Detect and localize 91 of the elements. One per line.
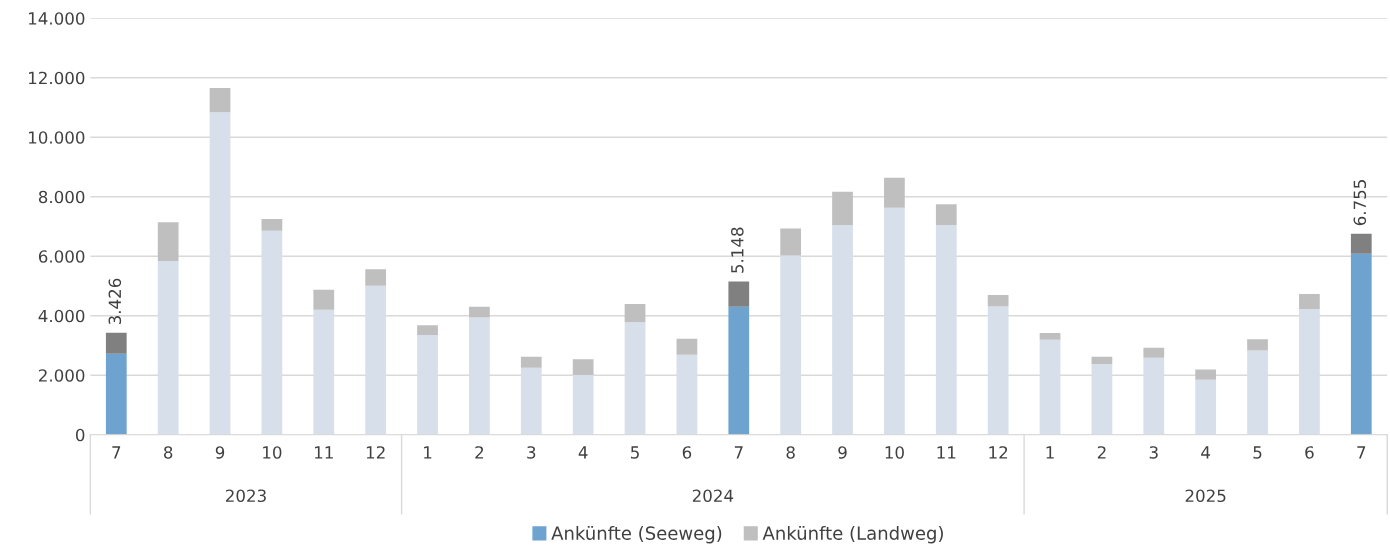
bar	[624, 304, 646, 323]
x-tick-label: 4	[578, 446, 588, 459]
x-tick-label: 10	[885, 446, 904, 459]
text: 2023	[225, 489, 266, 503]
bar	[469, 317, 490, 435]
total-label: 3.426	[108, 278, 122, 325]
y-tick-label: 2.000	[39, 369, 85, 382]
bar	[780, 228, 802, 256]
text: 2024	[692, 489, 734, 503]
x-tick-label: 8	[163, 446, 173, 459]
x-tick-label: 12	[989, 446, 1008, 459]
x-tick-label: 9	[838, 446, 847, 459]
x-tick-label: 6	[1305, 446, 1314, 459]
bar	[935, 224, 957, 435]
bar	[313, 309, 335, 435]
bar	[1039, 332, 1061, 340]
y-tick-label: 4.000	[38, 309, 85, 323]
bar	[1143, 347, 1165, 358]
bar	[520, 356, 542, 368]
y-tick-label: 0	[75, 428, 85, 442]
bar	[728, 306, 750, 435]
bar	[1091, 356, 1113, 364]
y-tick-label: 10.000	[29, 131, 85, 144]
bar	[261, 230, 283, 435]
bar	[417, 335, 438, 435]
bar	[884, 207, 905, 435]
total-label: 5.148	[731, 227, 744, 273]
bar	[209, 88, 231, 113]
y-tick-label: 6.000	[38, 250, 85, 263]
text: 2025	[1185, 489, 1226, 503]
bar	[1299, 294, 1320, 309]
x-tick-label: 1	[1046, 446, 1054, 459]
y-tick-label: 8.000	[38, 190, 85, 204]
bar	[157, 260, 179, 435]
bar	[417, 325, 438, 336]
x-tick-label: 2	[1097, 446, 1106, 459]
bar	[209, 112, 231, 435]
bar	[1350, 233, 1372, 254]
x-tick-label: 11	[937, 446, 956, 459]
bar	[935, 204, 957, 225]
bar	[1350, 253, 1372, 435]
bar	[832, 224, 853, 435]
legend-label: Ankünfte (Seeweg)	[551, 525, 722, 544]
bar	[365, 285, 387, 435]
bar	[987, 294, 1009, 307]
bar	[1299, 308, 1320, 435]
x-tick-label: 7	[1357, 446, 1366, 459]
x-tick-label: 6	[682, 446, 692, 459]
x-tick-label: 4	[1201, 446, 1211, 459]
x-tick-label: 1	[424, 446, 432, 459]
x-tick-label: 8	[786, 446, 795, 459]
bar	[676, 354, 698, 435]
x-tick-label: 9	[215, 446, 225, 459]
x-tick-label: 3	[1149, 446, 1158, 459]
bar	[1195, 369, 1217, 380]
x-tick-label: 11	[315, 446, 333, 459]
bar	[313, 289, 335, 310]
bar	[780, 255, 802, 435]
x-tick-label: 5	[1253, 446, 1262, 459]
bar	[572, 374, 594, 435]
total-label: 6.755	[1353, 180, 1367, 226]
bar	[1247, 350, 1268, 435]
bar	[1195, 379, 1217, 435]
bar	[1143, 357, 1165, 435]
bar	[520, 367, 542, 435]
bar	[1039, 339, 1061, 435]
x-tick-label: 5	[631, 446, 639, 459]
legend-label: Ankünfte (Landweg)	[762, 525, 943, 544]
y-tick-label: 12.000	[29, 71, 85, 85]
bar	[1091, 363, 1113, 435]
x-tick-label: 7	[112, 446, 121, 459]
bar	[676, 338, 698, 355]
bar	[728, 281, 750, 307]
bar	[469, 306, 490, 318]
bar	[832, 191, 853, 225]
bar	[365, 269, 387, 286]
bar	[624, 322, 646, 435]
bar	[572, 359, 594, 375]
bar	[987, 306, 1009, 435]
bar	[105, 332, 127, 354]
x-tick-label: 12	[366, 446, 385, 459]
x-tick-label: 7	[734, 446, 743, 459]
bar	[1247, 339, 1268, 351]
x-tick-label: 10	[263, 446, 282, 459]
bar	[261, 219, 283, 231]
bar	[157, 222, 179, 261]
bar	[884, 177, 905, 208]
x-tick-label: 3	[527, 446, 536, 459]
y-tick-label: 14.000	[29, 12, 85, 25]
x-tick-label: 2	[475, 446, 484, 459]
bar	[105, 353, 127, 435]
